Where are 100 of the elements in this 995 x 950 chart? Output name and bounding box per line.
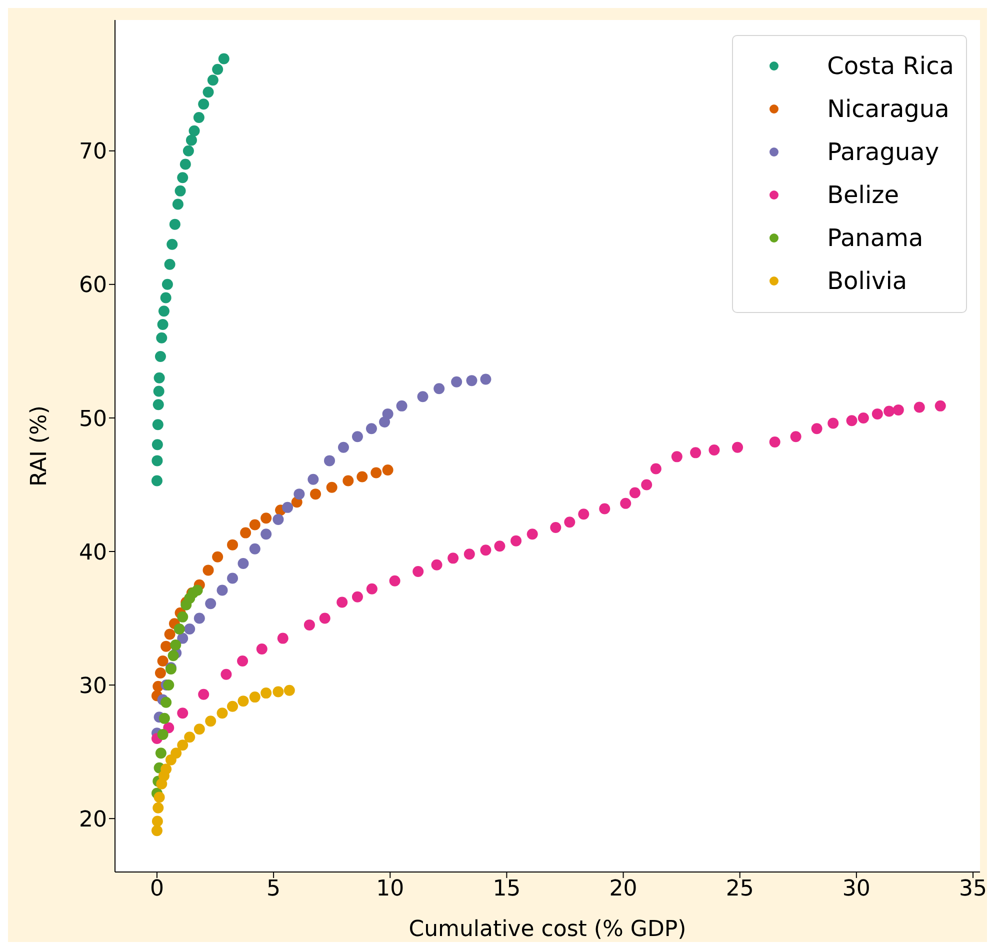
point xyxy=(205,598,216,610)
point xyxy=(282,502,294,513)
point xyxy=(216,584,228,596)
point xyxy=(184,623,196,634)
point xyxy=(324,455,335,466)
point xyxy=(629,487,640,498)
point xyxy=(162,278,173,290)
point xyxy=(272,514,284,525)
point xyxy=(164,258,176,270)
point xyxy=(431,559,442,570)
point xyxy=(578,508,590,520)
point xyxy=(186,134,197,146)
point xyxy=(192,584,203,596)
point xyxy=(370,467,382,478)
point xyxy=(769,436,780,448)
point xyxy=(152,816,163,827)
point xyxy=(352,591,363,602)
point xyxy=(194,612,205,624)
legend-label: Bolivia xyxy=(827,266,908,294)
y-tick-label: 70 xyxy=(79,140,107,165)
point xyxy=(194,724,205,735)
x-axis-title: Cumulative cost (% GDP) xyxy=(408,917,686,942)
point xyxy=(172,198,184,210)
point xyxy=(198,688,210,700)
point xyxy=(510,535,522,546)
point xyxy=(158,712,170,724)
point xyxy=(412,566,424,578)
point xyxy=(884,406,895,417)
point xyxy=(389,575,400,586)
point xyxy=(494,540,506,552)
point xyxy=(198,98,210,110)
point xyxy=(620,498,632,509)
point xyxy=(671,451,682,462)
point xyxy=(177,708,188,719)
point xyxy=(156,332,168,344)
point xyxy=(480,544,492,556)
point xyxy=(336,596,348,608)
point xyxy=(154,372,165,384)
point xyxy=(811,423,822,434)
x-tick-label: 10 xyxy=(376,876,404,902)
point xyxy=(177,172,188,184)
point xyxy=(846,415,858,426)
point xyxy=(157,728,168,740)
x-tick-label: 0 xyxy=(150,876,164,902)
point xyxy=(260,512,272,524)
point xyxy=(227,700,238,712)
point xyxy=(182,145,194,156)
point xyxy=(277,632,288,644)
point xyxy=(157,656,168,667)
point xyxy=(564,516,576,528)
point xyxy=(272,686,284,698)
point xyxy=(451,376,462,388)
point xyxy=(212,64,224,75)
point xyxy=(151,475,162,486)
point xyxy=(448,552,459,564)
point xyxy=(382,464,394,476)
point xyxy=(352,431,363,442)
point xyxy=(170,639,182,650)
point xyxy=(154,792,165,803)
x-tick-label: 30 xyxy=(842,876,870,902)
point xyxy=(249,692,260,703)
point xyxy=(237,656,248,667)
point xyxy=(790,431,802,442)
legend-label: Costa Rica xyxy=(827,52,954,80)
point xyxy=(160,640,172,652)
point xyxy=(216,708,228,719)
point xyxy=(308,474,319,485)
x-tick-label: 15 xyxy=(492,876,521,902)
point xyxy=(152,399,164,410)
point xyxy=(193,112,204,123)
point xyxy=(227,539,238,550)
point xyxy=(154,668,166,679)
point xyxy=(708,444,720,456)
y-axis-title: RAI (%) xyxy=(26,406,52,486)
point xyxy=(828,418,839,429)
point xyxy=(184,732,196,743)
legend-label: Nicaragua xyxy=(827,94,950,122)
point xyxy=(160,292,172,304)
legend-label: Belize xyxy=(827,180,899,208)
point xyxy=(260,688,272,699)
point xyxy=(166,238,178,250)
point xyxy=(872,408,883,420)
point xyxy=(177,740,188,751)
point xyxy=(202,86,214,98)
x-tick-label: 25 xyxy=(726,876,754,902)
point xyxy=(188,125,200,136)
point xyxy=(170,748,182,759)
point xyxy=(249,543,260,554)
point xyxy=(284,684,295,696)
point xyxy=(892,404,904,416)
point xyxy=(218,53,230,64)
point xyxy=(464,548,475,560)
point xyxy=(914,402,925,413)
point xyxy=(240,527,252,538)
point xyxy=(342,475,354,486)
point xyxy=(256,643,268,654)
point xyxy=(310,488,322,500)
y-tick-label: 50 xyxy=(79,406,107,432)
point xyxy=(151,825,162,836)
point xyxy=(205,716,216,727)
